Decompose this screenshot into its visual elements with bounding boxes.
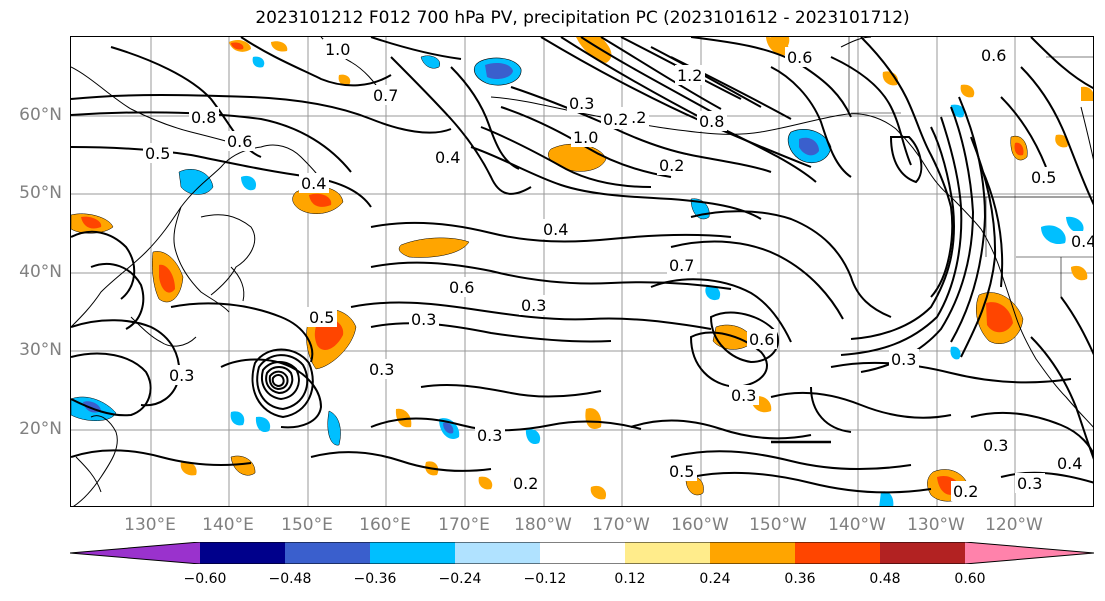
svg-text:0.2: 0.2: [603, 110, 628, 129]
lon-label-160w: 160°W: [671, 515, 729, 535]
lon-label-170e: 170°E: [438, 515, 490, 535]
colorbar-tick: 0.24: [699, 571, 731, 587]
colorbar-tick: 0.48: [869, 571, 901, 587]
svg-text:0.4: 0.4: [543, 220, 568, 239]
svg-text:0.2: 0.2: [513, 474, 538, 493]
colorbar-segment-6: [625, 542, 710, 564]
lat-label-60n: 60°N: [19, 105, 62, 125]
colorbar-tick: 0.36: [784, 571, 816, 587]
lon-label-160e: 160°E: [359, 515, 411, 535]
lon-label-150e: 150°E: [281, 515, 333, 535]
pv-precip-map: 1.0 0.7 0.8 0.6 0.5 0.4 0.3 0.2 1.2 0.6 …: [71, 37, 1094, 506]
lon-label-170w: 170°W: [592, 515, 650, 535]
svg-text:0.3: 0.3: [569, 94, 594, 113]
svg-text:0.4: 0.4: [435, 148, 460, 167]
svg-text:0.7: 0.7: [373, 86, 398, 105]
lat-label-20n: 20°N: [19, 419, 62, 439]
lon-label-130e: 130°E: [124, 515, 176, 535]
lon-label-120w: 120°W: [985, 515, 1043, 535]
colorbar: [70, 542, 1094, 564]
colorbar-tick: −0.60: [183, 571, 227, 587]
colorbar-segment-5: [540, 542, 625, 564]
lon-label-140e: 140°E: [202, 515, 254, 535]
colorbar-tick: 0.12: [614, 571, 646, 587]
lon-label-130w: 130°W: [907, 515, 965, 535]
colorbar-segment-3: [370, 542, 455, 564]
lon-label-180w: 180°W: [514, 515, 572, 535]
svg-text:0.6: 0.6: [749, 330, 774, 349]
svg-text:0.5: 0.5: [669, 462, 694, 481]
svg-text:0.5: 0.5: [1031, 168, 1056, 187]
svg-text:0.3: 0.3: [169, 366, 194, 385]
map-plot-area: 1.0 0.7 0.8 0.6 0.5 0.4 0.3 0.2 1.2 0.6 …: [70, 36, 1094, 507]
colorbar-segment-10: [965, 542, 1094, 564]
svg-text:0.3: 0.3: [411, 310, 436, 329]
svg-text:0.8: 0.8: [699, 112, 724, 131]
colorbar-segment-0: [70, 542, 200, 564]
colorbar-tick: −0.12: [523, 571, 567, 587]
colorbar-segment-7: [710, 542, 795, 564]
svg-text:0.3: 0.3: [891, 350, 916, 369]
svg-text:0.4: 0.4: [301, 174, 326, 193]
contour-labels: 1.0 0.7 0.8 0.6 0.5 0.4 0.3 0.2 1.2 0.6 …: [143, 39, 1094, 501]
svg-text:0.3: 0.3: [369, 360, 394, 379]
svg-text:0.3: 0.3: [477, 426, 502, 445]
svg-text:0.4: 0.4: [1071, 232, 1094, 251]
lat-label-50n: 50°N: [19, 183, 62, 203]
colorbar-segment-8: [795, 542, 880, 564]
svg-text:0.3: 0.3: [1017, 474, 1042, 493]
svg-text:0.4: 0.4: [1057, 454, 1082, 473]
colorbar-segment-9: [880, 542, 965, 564]
colorbar-tick: −0.48: [268, 571, 312, 587]
colorbar-tick: 0.60: [954, 571, 986, 587]
colorbar-segment-4: [455, 542, 540, 564]
svg-text:1.0: 1.0: [573, 128, 598, 147]
svg-text:0.3: 0.3: [731, 386, 756, 405]
lat-label-40n: 40°N: [19, 262, 62, 282]
colorbar-segment-2: [285, 542, 370, 564]
svg-text:1.0: 1.0: [325, 40, 350, 59]
colorbar-tick: −0.36: [353, 571, 397, 587]
colorbar-segment-1: [200, 542, 285, 564]
svg-text:0.5: 0.5: [145, 144, 170, 163]
svg-text:0.3: 0.3: [521, 296, 546, 315]
svg-text:0.2: 0.2: [659, 156, 684, 175]
lon-label-150w: 150°W: [749, 515, 807, 535]
svg-text:0.6: 0.6: [787, 48, 812, 67]
lat-label-30n: 30°N: [19, 340, 62, 360]
coastlines: [71, 37, 1093, 506]
svg-text:0.3: 0.3: [983, 436, 1008, 455]
map-title: 2023101212 F012 700 hPa PV, precipitatio…: [255, 8, 910, 28]
lon-label-140w: 140°W: [828, 515, 886, 535]
svg-text:0.8: 0.8: [191, 108, 216, 127]
svg-text:1.2: 1.2: [677, 66, 702, 85]
svg-text:0.7: 0.7: [669, 256, 694, 275]
colorbar-tick: −0.24: [438, 571, 482, 587]
svg-text:0.6: 0.6: [981, 46, 1006, 65]
svg-text:0.6: 0.6: [449, 278, 474, 297]
svg-text:0.2: 0.2: [953, 482, 978, 501]
svg-text:0.6: 0.6: [227, 132, 252, 151]
svg-text:0.5: 0.5: [309, 308, 334, 327]
precipitation-shading: [71, 37, 1093, 506]
